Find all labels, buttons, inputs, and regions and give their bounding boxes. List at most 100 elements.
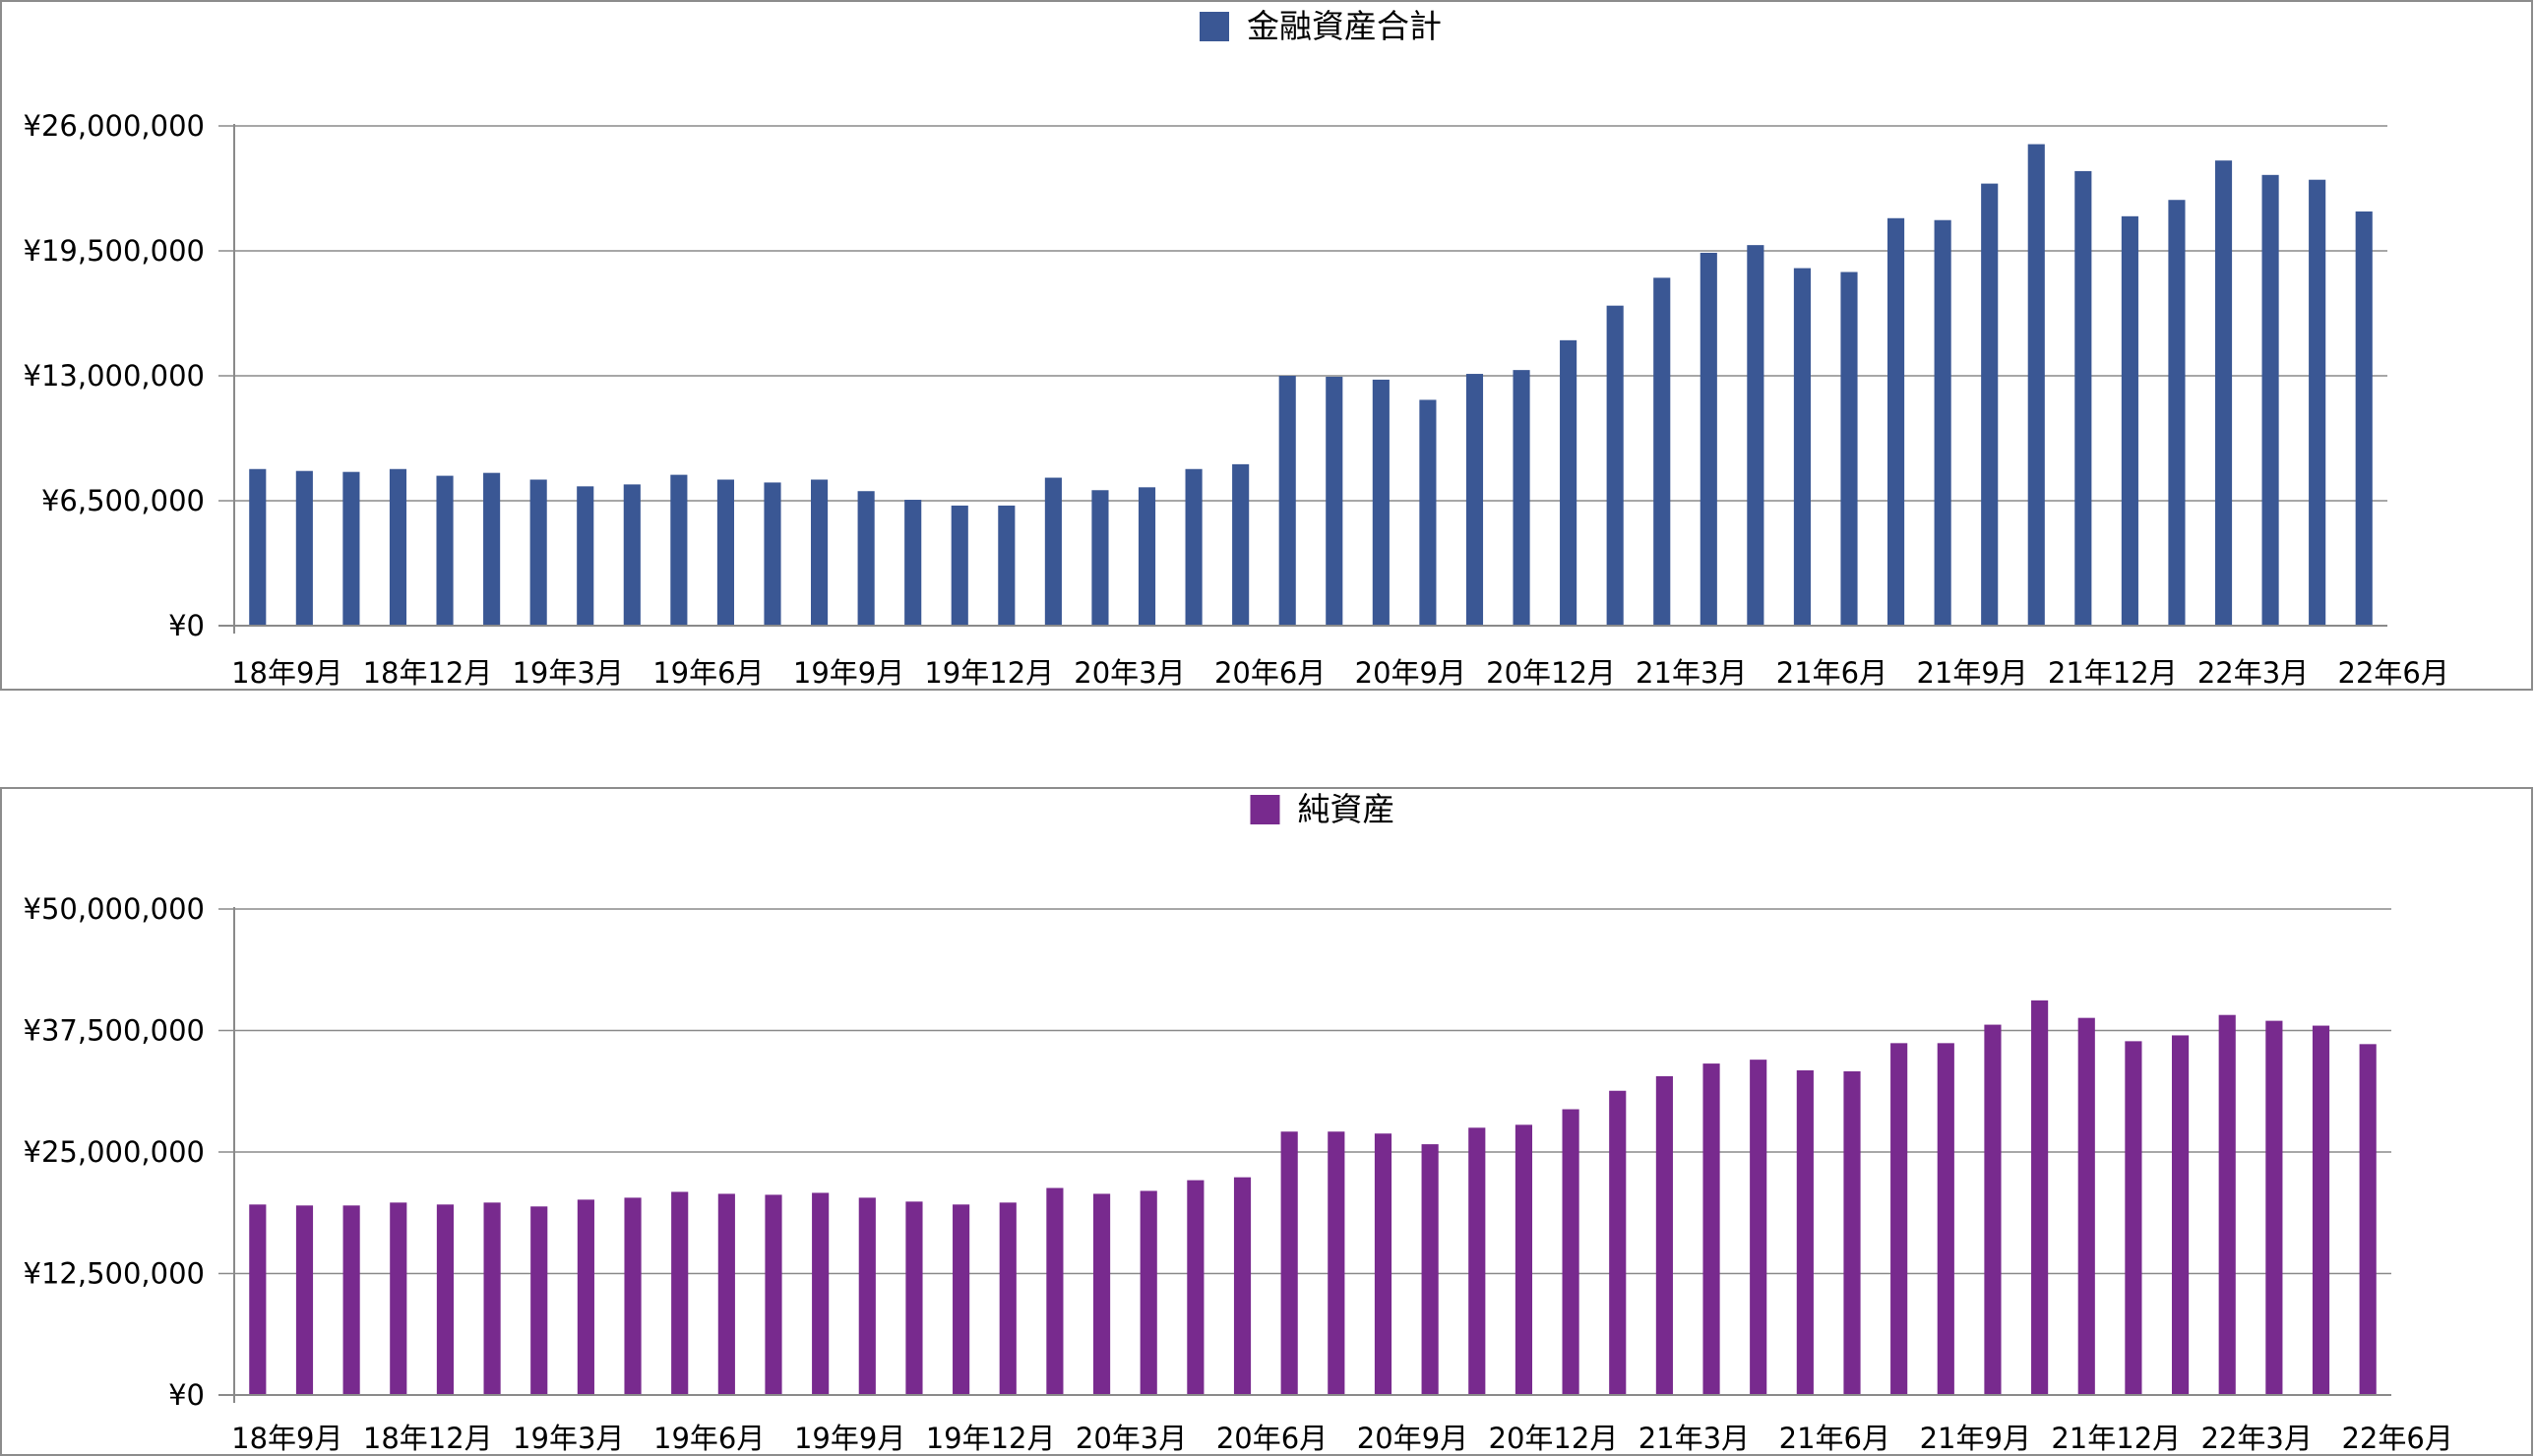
net-assets-x-tick-label: 21年6月 xyxy=(1779,1422,1890,1454)
assets-bar xyxy=(1372,379,1390,626)
net-assets-bar xyxy=(483,1202,501,1395)
assets-bar xyxy=(2121,215,2138,627)
assets-bar xyxy=(436,475,454,626)
assets-x-tick-label: 21年12月 xyxy=(2048,656,2178,689)
assets-x-tick-label: 20年3月 xyxy=(1074,656,1185,689)
assets-x-tick-label: 20年6月 xyxy=(1214,656,1326,689)
assets-bar xyxy=(1840,272,1858,626)
assets-x-tick-label: 21年9月 xyxy=(1916,656,2027,689)
assets-bar xyxy=(811,479,829,626)
assets-bar xyxy=(2214,160,2233,626)
net-assets-x-tick-label: 18年12月 xyxy=(363,1422,493,1454)
net-assets-bar xyxy=(1280,1131,1298,1395)
assets-bar xyxy=(529,479,547,626)
net-assets-bar xyxy=(1046,1187,1064,1395)
net-assets-bar xyxy=(1984,1024,2002,1395)
assets-bar xyxy=(1138,487,1156,626)
net-assets-bar xyxy=(999,1202,1017,1395)
net-assets-x-tick-label: 19年6月 xyxy=(653,1422,765,1454)
net-assets-bar xyxy=(1421,1144,1439,1395)
net-assets-bar xyxy=(1562,1109,1579,1395)
assets-x-tick-label: 22年6月 xyxy=(2338,656,2449,689)
net-assets-bar xyxy=(2125,1041,2142,1395)
assets-x-tick-label: 18年9月 xyxy=(231,656,342,689)
assets-legend: 金融資産合計 xyxy=(1200,7,1442,45)
net-assets-x-tick-label: 18年9月 xyxy=(231,1422,342,1454)
net-assets-bar xyxy=(1140,1190,1157,1395)
assets-bar xyxy=(716,479,734,626)
assets-bar xyxy=(1747,245,1764,626)
net-assets-bar xyxy=(858,1197,876,1395)
assets-bar xyxy=(670,474,688,626)
net-assets-chart: 純資産 ¥0 ¥12,500,000 ¥25,000,000 ¥37,500,000 ¥5… xyxy=(0,787,2533,1456)
assets-x-tick-label: 20年9月 xyxy=(1355,656,1466,689)
net-assets-bar xyxy=(905,1201,923,1395)
assets-bar xyxy=(389,468,407,626)
assets-legend-swatch xyxy=(1200,12,1229,41)
net-assets-bar xyxy=(1937,1043,1954,1395)
net-assets-x-tick-label: 20年12月 xyxy=(1489,1422,1619,1454)
assets-bar xyxy=(2309,179,2326,626)
assets-x-tick-label: 20年12月 xyxy=(1486,656,1616,689)
net-assets-y-tick-label: ¥25,000,000 xyxy=(24,1135,206,1169)
net-assets-bar xyxy=(1468,1127,1486,1395)
assets-bar xyxy=(1653,277,1671,626)
assets-bar xyxy=(2168,200,2186,626)
assets-bar xyxy=(1793,268,1811,626)
net-assets-bar xyxy=(342,1205,360,1395)
net-assets-bar xyxy=(1796,1070,1814,1395)
net-assets-x-tick-label: 22年3月 xyxy=(2201,1422,2313,1454)
net-assets-bar xyxy=(1655,1075,1673,1395)
net-assets-bar xyxy=(1374,1133,1392,1395)
assets-bar xyxy=(1278,376,1296,626)
assets-y-tick-label: ¥13,000,000 xyxy=(24,359,206,393)
net-assets-y-tick-label: ¥0 xyxy=(168,1378,205,1412)
net-assets-y-tick-label: ¥37,500,000 xyxy=(24,1014,206,1048)
net-assets-x-tick-label: 21年9月 xyxy=(1920,1422,2031,1454)
assets-bar xyxy=(2261,174,2279,627)
assets-bar xyxy=(1606,305,1624,626)
net-assets-x-tick-label: 21年12月 xyxy=(2051,1422,2181,1454)
net-assets-plot: 純資産 ¥0 ¥12,500,000 ¥25,000,000 ¥37,500,000 ¥5… xyxy=(24,790,2453,1454)
net-assets-bar xyxy=(2031,1000,2049,1395)
net-assets-bar xyxy=(2077,1017,2095,1395)
net-assets-y-tick-label: ¥12,500,000 xyxy=(24,1257,206,1291)
assets-bar xyxy=(904,500,922,626)
net-assets-bar xyxy=(1702,1063,1720,1395)
net-assets-bar xyxy=(1843,1070,1861,1395)
net-assets-bar xyxy=(671,1191,689,1395)
assets-bar xyxy=(1044,477,1062,626)
net-assets-x-tick-label: 21年3月 xyxy=(1638,1422,1750,1454)
net-assets-bar xyxy=(2265,1020,2283,1395)
net-assets-bar xyxy=(1328,1131,1345,1395)
assets-bar xyxy=(1232,463,1250,626)
net-assets-bar xyxy=(1750,1060,1767,1395)
net-assets-y-tick-label: ¥50,000,000 xyxy=(24,892,206,926)
assets-x-tick-label: 22年3月 xyxy=(2197,656,2309,689)
net-assets-x-tick-label: 20年9月 xyxy=(1357,1422,1468,1454)
assets-x-tick-label: 21年3月 xyxy=(1636,656,1747,689)
net-assets-bar xyxy=(1609,1090,1627,1395)
assets-bar xyxy=(1981,183,1999,626)
assets-bar xyxy=(342,471,360,626)
net-assets-bar xyxy=(249,1204,267,1395)
assets-bar xyxy=(483,472,501,626)
assets-bar xyxy=(2355,211,2373,626)
assets-y-tick-label: ¥19,500,000 xyxy=(24,234,206,268)
net-assets-x-tick-label: 20年3月 xyxy=(1076,1422,1187,1454)
net-assets-bar xyxy=(2171,1035,2190,1395)
total-financial-assets-plot: 金融資産合計 ¥0 ¥6,500,000 ¥13,000,000 ¥19,500,000… xyxy=(24,7,2449,689)
net-assets-x-tick-label: 19年12月 xyxy=(926,1422,1056,1454)
assets-bar xyxy=(295,470,313,626)
assets-bar xyxy=(951,505,968,626)
assets-bar xyxy=(1091,490,1109,626)
net-assets-bar xyxy=(295,1205,314,1395)
assets-x-tick-label: 19年3月 xyxy=(512,656,623,689)
assets-bar xyxy=(764,482,781,626)
net-assets-x-tick-label: 19年3月 xyxy=(513,1422,624,1454)
assets-x-tick-label: 19年12月 xyxy=(924,656,1054,689)
net-assets-bar xyxy=(577,1199,594,1395)
assets-x-tick-label: 21年6月 xyxy=(1776,656,1887,689)
net-assets-bar xyxy=(1890,1043,1908,1395)
assets-y-tick-label: ¥0 xyxy=(168,609,205,642)
